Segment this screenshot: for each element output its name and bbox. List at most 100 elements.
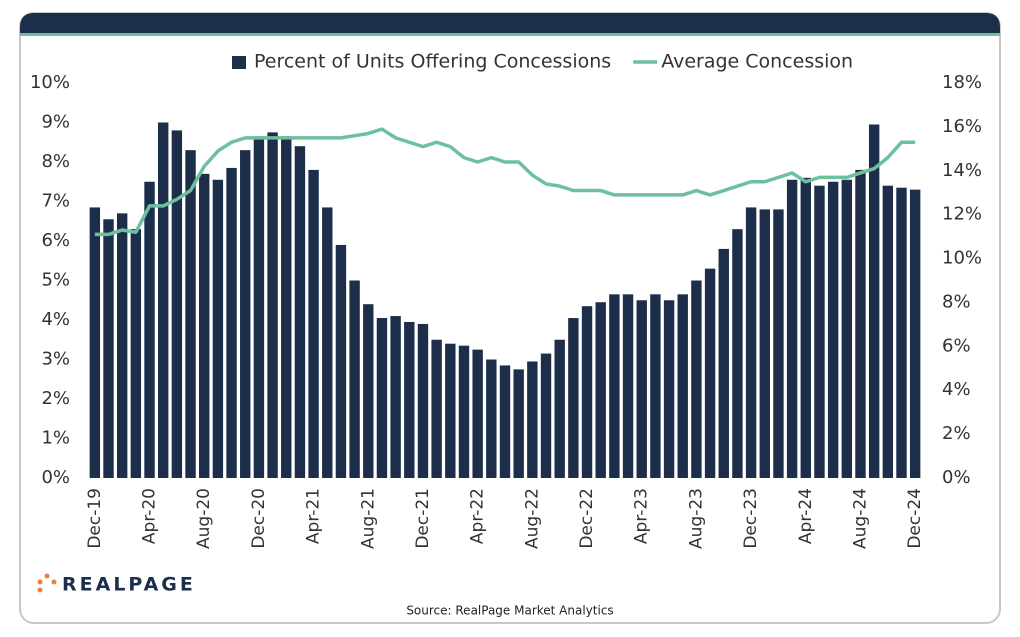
bar [267,132,278,478]
bar [404,321,415,478]
bar [171,130,183,478]
y-tick-label: 5% [41,270,70,291]
y-tick-label: 8% [41,151,70,172]
y-tick-label: 4% [41,309,70,330]
y2-tick-label: 6% [942,335,971,356]
y-tick-label: 2% [41,388,70,409]
accent-line [20,33,1000,36]
y2-tick-label: 10% [942,248,982,269]
bar [322,207,333,479]
bar [704,268,716,478]
bar [240,150,251,478]
bar [650,294,661,478]
legend-label: Average Concession [661,51,853,73]
bar [663,300,675,478]
bar [376,318,388,478]
bar [814,185,825,478]
bar [568,318,579,478]
bar [868,124,880,478]
bar [773,209,784,478]
legend-swatch [232,56,246,69]
bar [691,280,702,478]
bar [718,248,729,478]
bar [390,316,401,478]
bar [622,294,634,478]
bar [185,150,196,478]
bar [281,136,292,478]
bar [158,122,169,478]
y2-tick-label: 8% [942,291,971,312]
y2-tick-label: 16% [942,116,982,137]
bar [745,207,757,479]
x-tick-label: Aug-23 [686,488,706,549]
bar [458,345,470,478]
y2-tick-label: 18% [942,72,982,93]
x-tick-label: Apr-21 [304,488,324,544]
y2-tick-label: 14% [942,160,982,181]
bar [349,280,360,478]
x-tick-label: Aug-24 [850,488,870,549]
bar [89,207,101,479]
bar [431,339,442,478]
x-tick-label: Apr-24 [796,488,816,544]
y-tick-label: 7% [41,191,70,212]
bar [636,300,647,478]
y-tick-label: 1% [41,428,70,449]
x-tick-label: Aug-22 [522,488,542,549]
bar [253,136,265,478]
x-tick-label: Dec-20 [249,488,269,549]
logo: REALPAGE [62,574,196,596]
line [94,127,916,237]
y2-tick-label: 12% [942,204,982,225]
bar [116,213,128,478]
x-tick-label: Dec-24 [905,488,925,549]
y2-tick-label: 4% [942,379,971,400]
y2-tick-label: 0% [942,467,971,488]
bar [595,302,606,478]
bar [896,187,907,479]
bar [226,167,237,479]
legend-label: Percent of Units Offering Concessions [254,51,611,73]
bar [882,185,894,478]
bar [540,353,552,478]
x-tick-label: Dec-21 [413,488,433,549]
logo-dots [37,573,57,593]
bar [417,323,429,478]
x-tick-label: Apr-22 [468,488,488,544]
x-tick-label: Dec-22 [577,488,597,549]
bar [199,173,210,478]
bar [759,209,770,478]
x-tick-label: Dec-19 [85,488,105,549]
bar [513,369,524,478]
y-tick-label: 3% [41,349,70,370]
bar [472,349,483,478]
bar [677,294,688,478]
bar [800,177,811,479]
source: Source: RealPage Market Analytics [406,604,613,618]
y-tick-label: 10% [30,72,70,93]
bar [841,179,852,478]
bar [554,339,565,478]
bar [363,304,374,478]
y-tick-label: 6% [41,230,70,251]
bar [909,189,921,478]
bar [212,179,224,478]
bar [527,361,538,478]
x-tick-label: Aug-21 [358,488,378,549]
y2-tick-label: 2% [942,423,971,444]
bar [855,169,866,478]
x-tick-label: Apr-23 [632,488,652,544]
bar [294,146,306,478]
bar [499,365,511,478]
bar [486,359,497,478]
bar [609,294,620,478]
bar [103,219,114,478]
bar [827,181,839,478]
y-tick-label: 9% [41,112,70,133]
bar [786,179,798,478]
bar [308,169,319,478]
bar [581,306,593,478]
top-band [20,13,1000,33]
